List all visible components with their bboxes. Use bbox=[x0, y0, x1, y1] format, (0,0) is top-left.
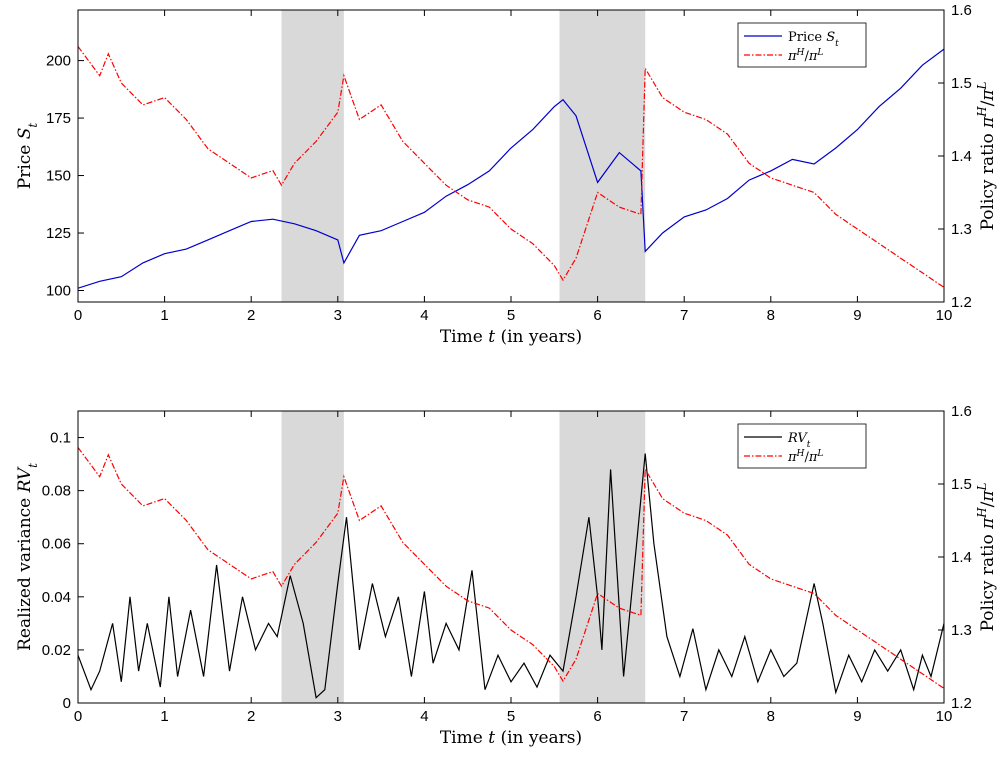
x-tick-label: 9 bbox=[853, 708, 861, 725]
y-right-tick-label: 1.5 bbox=[951, 75, 972, 92]
x-tick-label: 7 bbox=[680, 708, 688, 725]
y-right-tick-label: 1.2 bbox=[951, 695, 972, 712]
shaded-region-1 bbox=[281, 411, 344, 703]
shaded-region-2 bbox=[559, 10, 646, 302]
y-right-tick-label: 1.6 bbox=[951, 403, 972, 420]
x-tick-label: 0 bbox=[74, 708, 82, 725]
series-line-left bbox=[78, 453, 944, 699]
y-right-tick-label: 1.4 bbox=[951, 549, 972, 566]
x-tick-label: 1 bbox=[160, 708, 168, 725]
y-left-tick-label: 0.08 bbox=[42, 483, 71, 500]
y-left-tick-label: 175 bbox=[46, 110, 71, 127]
y-right-tick-label: 1.4 bbox=[951, 148, 972, 165]
y-left-tick-label: 0.06 bbox=[42, 536, 71, 553]
legend-label: Price St bbox=[788, 30, 839, 49]
legend-box bbox=[737, 22, 867, 68]
bottom-panel-realized-variance: 0 1 2 3 4 5 6 7 8 9 10 0 0.02 0.04 0.06 0.08 0.1 1.2 1.3 1.… bbox=[15, 403, 998, 748]
series-line-right bbox=[78, 46, 944, 288]
x-axis-label: Time t (in years) bbox=[440, 327, 582, 347]
y-left-axis-label: Realized variance RVt bbox=[15, 463, 40, 651]
x-tick-label: 1 bbox=[160, 307, 168, 324]
x-tick-label: 4 bbox=[420, 708, 428, 725]
y-right-tick-label: 1.3 bbox=[951, 221, 972, 238]
x-tick-label: 10 bbox=[936, 708, 953, 725]
y-right-tick-label: 1.2 bbox=[951, 294, 972, 311]
y-left-tick-label: 200 bbox=[46, 53, 71, 70]
legend-label: πH/πL bbox=[787, 449, 823, 465]
x-tick-label: 5 bbox=[507, 708, 515, 725]
x-tick-label: 7 bbox=[680, 307, 688, 324]
x-tick-label: 2 bbox=[247, 307, 255, 324]
y-right-tick-label: 1.6 bbox=[951, 2, 972, 19]
y-left-tick-label: 0 bbox=[63, 695, 71, 712]
series-line-left bbox=[78, 48, 944, 289]
y-right-axis-label: Policy ratio πH/πL bbox=[975, 81, 998, 230]
y-right-tick-label: 1.5 bbox=[951, 476, 972, 493]
legend-label: RVt bbox=[787, 431, 811, 450]
y-left-tick-label: 0.04 bbox=[42, 589, 71, 606]
x-tick-label: 8 bbox=[767, 708, 775, 725]
y-right-tick-label: 1.3 bbox=[951, 622, 972, 639]
y-left-tick-label: 150 bbox=[46, 168, 71, 185]
x-tick-label: 9 bbox=[853, 307, 861, 324]
x-tick-label: 6 bbox=[593, 307, 601, 324]
x-tick-label: 3 bbox=[334, 307, 342, 324]
top-panel-price: 0 1 2 3 4 5 6 7 8 9 10 100 125 150 175 200 1.2 1.3 1.4 1.5 1… bbox=[15, 2, 998, 347]
x-tick-label: 0 bbox=[74, 307, 82, 324]
x-tick-label: 4 bbox=[420, 307, 428, 324]
series-line-right bbox=[78, 447, 944, 689]
y-left-tick-label: 0.1 bbox=[50, 430, 71, 447]
y-left-tick-label: 125 bbox=[46, 225, 71, 242]
x-tick-label: 5 bbox=[507, 307, 515, 324]
legend-label: πH/πL bbox=[787, 48, 823, 64]
y-right-axis-label: Policy ratio πH/πL bbox=[975, 482, 998, 631]
x-tick-label: 3 bbox=[334, 708, 342, 725]
shaded-region-1 bbox=[281, 10, 344, 302]
y-left-tick-label: 0.02 bbox=[42, 642, 71, 659]
x-tick-label: 6 bbox=[593, 708, 601, 725]
x-tick-label: 2 bbox=[247, 708, 255, 725]
shaded-region-2 bbox=[559, 411, 646, 703]
y-left-axis-label: Price St bbox=[15, 123, 40, 190]
x-tick-label: 10 bbox=[936, 307, 953, 324]
x-axis-label: Time t (in years) bbox=[440, 728, 582, 748]
x-tick-label: 8 bbox=[767, 307, 775, 324]
legend-box bbox=[737, 423, 867, 469]
y-left-tick-label: 100 bbox=[46, 283, 71, 300]
